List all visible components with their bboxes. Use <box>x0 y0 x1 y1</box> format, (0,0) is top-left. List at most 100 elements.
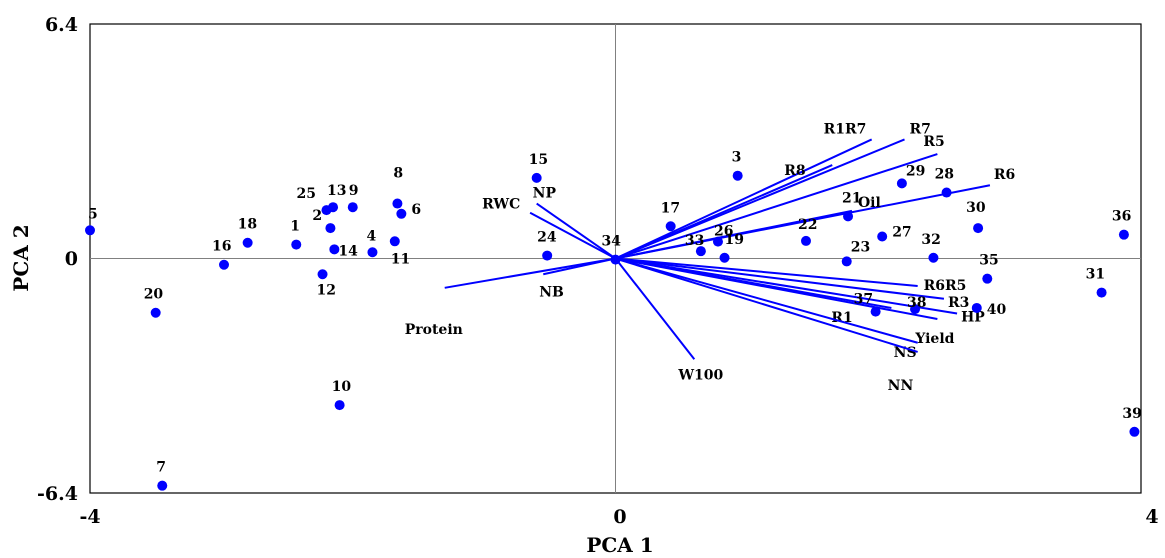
point-36 <box>1118 229 1129 240</box>
point-label-14: 14 <box>338 243 358 259</box>
vector-label-r1r7: R1R7 <box>824 121 867 137</box>
vector-line-protein <box>444 257 616 289</box>
vector-label-nn: NN <box>888 378 914 394</box>
vector-line-w100 <box>614 257 696 360</box>
point-label-15: 15 <box>529 152 548 168</box>
point-label-28: 28 <box>935 167 954 183</box>
point-12 <box>317 269 328 280</box>
point-38 <box>910 304 921 315</box>
point-31 <box>1096 287 1107 298</box>
point-14 <box>329 244 340 255</box>
point-39 <box>1129 426 1140 437</box>
y-tick-top: 6.4 <box>45 14 78 36</box>
point-label-29: 29 <box>906 163 925 179</box>
point-label-3: 3 <box>732 150 742 166</box>
point-label-30: 30 <box>966 200 986 216</box>
point-label-32: 32 <box>921 232 940 248</box>
point-29 <box>896 178 907 189</box>
point-33 <box>695 246 706 257</box>
point-label-6: 6 <box>411 202 421 218</box>
point-label-5: 5 <box>88 206 98 222</box>
point-label-1: 1 <box>290 219 300 235</box>
point-25 <box>321 205 332 216</box>
point-27 <box>877 231 888 242</box>
point-label-26: 26 <box>714 224 733 240</box>
point-37 <box>870 306 881 317</box>
point-1 <box>291 239 302 250</box>
point-40 <box>971 302 982 313</box>
point-label-24: 24 <box>537 230 557 246</box>
point-label-17: 17 <box>661 200 680 216</box>
vector-label-protein: Protein <box>405 322 463 338</box>
point-6 <box>396 208 407 219</box>
point-17 <box>665 221 676 232</box>
vector-line-nb <box>543 257 616 276</box>
vector-label-yield: Yield <box>914 331 954 347</box>
vector-line-r6r5 <box>615 257 918 287</box>
point-11 <box>389 236 400 247</box>
point-35 <box>982 273 993 284</box>
vector-line-yield <box>615 257 938 320</box>
vector-label-r3: R3 <box>948 295 969 311</box>
point-label-16: 16 <box>212 239 231 255</box>
point-15 <box>531 172 542 183</box>
x-tick-left: -4 <box>79 506 100 528</box>
point-2 <box>325 223 336 234</box>
point-7 <box>157 480 168 491</box>
vector-label-r1: R1 <box>831 310 852 326</box>
x-tick-middle: 0 <box>613 506 626 528</box>
point-label-25: 25 <box>296 186 315 202</box>
point-24 <box>542 250 553 261</box>
vector-label-ns: NS <box>894 345 917 361</box>
point-label-22: 22 <box>798 217 817 233</box>
vector-label-r8: R8 <box>784 163 805 179</box>
y-tick-bottom: -6.4 <box>37 483 78 505</box>
vector-line-hp <box>615 257 958 315</box>
vector-label-r6: R6 <box>994 167 1015 183</box>
point-label-34: 34 <box>602 234 622 250</box>
point-label-11: 11 <box>391 251 410 267</box>
point-26 <box>712 236 723 247</box>
point-label-10: 10 <box>332 379 352 395</box>
point-label-23: 23 <box>851 239 870 255</box>
y-axis-label: PCA 2 <box>9 224 33 291</box>
point-22 <box>800 235 811 246</box>
vector-line-nn <box>615 257 918 353</box>
x-tick-right: 4 <box>1145 506 1158 528</box>
point-label-38: 38 <box>907 295 926 311</box>
vector-label-oil: Oil <box>858 195 881 211</box>
point-8 <box>392 198 403 209</box>
vector-line-rwc <box>529 211 616 260</box>
vector-label-hp: HP <box>961 309 985 325</box>
point-23 <box>841 256 852 267</box>
vector-label-rwc: RWC <box>482 197 520 213</box>
vector-line-r1r7 <box>615 138 873 260</box>
vector-label-w100: W100 <box>677 367 723 383</box>
point-label-40: 40 <box>987 302 1007 318</box>
point-28 <box>941 187 952 198</box>
point-label-2: 2 <box>312 208 322 224</box>
x-axis-label: PCA 1 <box>586 533 653 557</box>
vector-label-r5: R5 <box>923 134 944 150</box>
vector-label-r7: R7 <box>910 121 931 137</box>
point-label-18: 18 <box>238 217 257 233</box>
vector-label-nb: NB <box>539 284 564 300</box>
point-label-20: 20 <box>144 287 164 303</box>
point-label-13: 13 <box>327 183 346 199</box>
point-label-33: 33 <box>685 233 704 249</box>
point-label-27: 27 <box>892 225 911 241</box>
point-label-8: 8 <box>393 166 403 182</box>
point-label-37: 37 <box>854 292 873 308</box>
point-label-31: 31 <box>1086 267 1105 283</box>
vector-line-ns <box>615 257 918 344</box>
point-9 <box>347 202 358 213</box>
point-21 <box>843 211 854 222</box>
point-label-21: 21 <box>842 190 861 206</box>
point-label-9: 9 <box>349 183 359 199</box>
point-label-36: 36 <box>1112 209 1131 225</box>
point-16 <box>219 259 230 270</box>
point-4 <box>367 247 378 258</box>
point-5 <box>85 225 95 236</box>
vector-line-oil <box>615 209 853 260</box>
